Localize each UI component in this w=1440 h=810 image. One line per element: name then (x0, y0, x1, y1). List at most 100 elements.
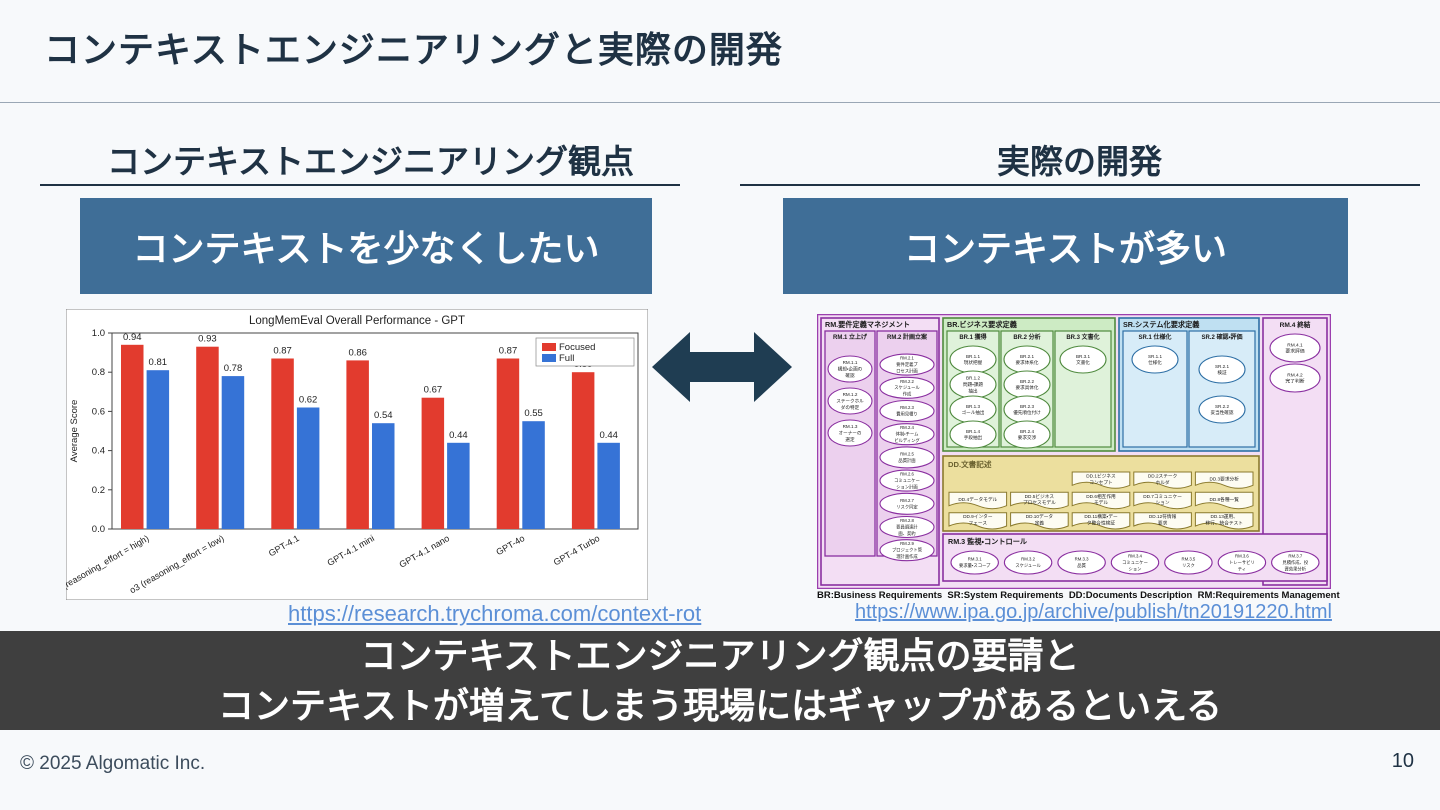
svg-text:0.4: 0.4 (92, 446, 105, 457)
svg-text:DD.13運用、: DD.13運用、 (1211, 513, 1238, 520)
svg-text:要求交渉: 要求交渉 (1018, 434, 1037, 441)
svg-text:RM.3 監視・コントロール: RM.3 監視・コントロール (948, 537, 1028, 546)
svg-text:RM.2.2: RM.2.2 (900, 379, 914, 384)
svg-text:理計画作成: 理計画作成 (896, 553, 918, 560)
svg-text:DD.9インター: DD.9インター (963, 513, 993, 520)
svg-text:検証: 検証 (1217, 369, 1227, 376)
svg-text:費用見積り: 費用見積り (896, 411, 917, 418)
svg-text:0.6: 0.6 (92, 406, 105, 417)
svg-text:コミュニケー: コミュニケー (894, 477, 920, 483)
svg-text:RM.1.1: RM.1.1 (843, 360, 858, 365)
svg-text:RM.2 計画立案: RM.2 計画立案 (887, 333, 928, 341)
svg-text:DD.10データ: DD.10データ (1026, 513, 1054, 520)
svg-text:抽出: 抽出 (968, 387, 978, 394)
svg-text:要求体系化: 要求体系化 (1016, 359, 1039, 366)
svg-text:SR.2 確認・評価: SR.2 確認・評価 (1201, 333, 1242, 341)
svg-text:DD.6相互作用: DD.6相互作用 (1086, 493, 1116, 500)
svg-text:Focused: Focused (559, 342, 595, 353)
svg-text:0.67: 0.67 (424, 385, 443, 396)
svg-text:DD.8各種一覧: DD.8各種一覧 (1209, 496, 1239, 503)
svg-text:Average Score: Average Score (69, 400, 80, 463)
svg-text:DD.1ビジネス: DD.1ビジネス (1086, 473, 1116, 480)
svg-text:0.86: 0.86 (348, 347, 367, 358)
svg-text:確認: 確認 (845, 372, 855, 379)
svg-text:0.0: 0.0 (92, 524, 105, 535)
svg-text:要求: 要求 (1158, 520, 1168, 527)
svg-text:優先順位付け: 優先順位付け (1013, 409, 1041, 416)
svg-text:RM.4.2: RM.4.2 (1287, 372, 1303, 378)
svg-text:SR.システム化要求定義: SR.システム化要求定義 (1123, 320, 1200, 329)
svg-text:SR.2.2: SR.2.2 (1215, 404, 1229, 409)
svg-text:文書化: 文書化 (1076, 359, 1090, 366)
svg-text:手段抽出: 手段抽出 (964, 434, 983, 441)
svg-text:0.87: 0.87 (499, 346, 518, 357)
svg-text:体制・チーム: 体制・チーム (896, 431, 920, 438)
svg-text:ビルディング: ビルディング (894, 437, 920, 444)
svg-text:要求量・スコープ: 要求量・スコープ (959, 562, 991, 569)
svg-text:要求具体化: 要求具体化 (1016, 384, 1039, 391)
svg-text:BR.2 分析: BR.2 分析 (1013, 333, 1040, 341)
svg-text:プロジェクト管: プロジェクト管 (892, 547, 923, 554)
svg-text:現状把握: 現状把握 (964, 359, 983, 366)
svg-text:0.55: 0.55 (524, 408, 543, 419)
svg-text:0.54: 0.54 (374, 410, 393, 421)
svg-text:品質: 品質 (1077, 562, 1086, 569)
svg-text:LongMemEval Overall Performanc: LongMemEval Overall Performance - GPT (249, 315, 465, 327)
svg-text:DD.文書記述: DD.文書記述 (948, 459, 992, 469)
svg-text:選定: 選定 (845, 436, 855, 443)
svg-text:RM.2.1: RM.2.1 (900, 356, 914, 361)
svg-text:要員調達計: 要員調達計 (896, 523, 918, 530)
svg-text:RM.3.1: RM.3.1 (968, 557, 982, 562)
svg-text:0.8: 0.8 (92, 367, 105, 378)
svg-text:RM.1 立上げ: RM.1 立上げ (833, 333, 868, 341)
svg-text:BR.1.4: BR.1.4 (966, 429, 980, 434)
svg-text:完了判断: 完了判断 (1285, 378, 1304, 385)
svg-text:RM.3.7: RM.3.7 (1288, 554, 1302, 559)
svg-text:0.81: 0.81 (149, 357, 168, 368)
svg-text:RM.2.9: RM.2.9 (900, 541, 914, 546)
svg-text:スケジュール: スケジュール (894, 384, 920, 390)
svg-text:RM.3.2: RM.3.2 (1021, 557, 1035, 562)
svg-text:要件定義プ: 要件定義プ (896, 361, 918, 368)
svg-text:BR.1.3: BR.1.3 (966, 404, 980, 409)
svg-text:BR.1.1: BR.1.1 (966, 354, 980, 359)
svg-text:ション計画: ション計画 (896, 483, 918, 490)
svg-text:BR.3 文書化: BR.3 文書化 (1066, 333, 1099, 341)
svg-text:SR.2.1: SR.2.1 (1215, 364, 1229, 369)
svg-text:RM.1.2: RM.1.2 (843, 392, 858, 397)
svg-text:コミュニケー: コミュニケー (1122, 559, 1148, 565)
svg-text:定義: 定義 (1035, 520, 1045, 527)
svg-text:要求評価: 要求評価 (1285, 348, 1304, 355)
svg-text:BR.3.1: BR.3.1 (1076, 354, 1090, 359)
svg-text:仕様化: 仕様化 (1148, 359, 1162, 366)
svg-text:RM.1.3: RM.1.3 (843, 424, 858, 429)
svg-text:0.87: 0.87 (273, 346, 292, 357)
svg-text:BR.2.2: BR.2.2 (1020, 379, 1034, 384)
svg-text:BR.2.4: BR.2.4 (1020, 429, 1034, 434)
svg-text:タ整合性検証: タ整合性検証 (1087, 520, 1115, 527)
svg-text:BR.2.1: BR.2.1 (1020, 354, 1034, 359)
svg-text:妥当性確認: 妥当性確認 (1211, 409, 1234, 416)
svg-text:プロセスモデル: プロセスモデル (1023, 499, 1056, 506)
svg-text:ゴール抽出: ゴール抽出 (962, 409, 985, 416)
svg-text:0.94: 0.94 (123, 332, 142, 343)
svg-text:BR.2.3: BR.2.3 (1020, 404, 1034, 409)
svg-text:モデル: モデル (1094, 499, 1108, 506)
svg-text:ロセス計画: ロセス計画 (896, 367, 918, 374)
svg-text:SR.1.1: SR.1.1 (1148, 354, 1162, 359)
svg-text:0.93: 0.93 (198, 334, 217, 345)
svg-text:RM.2.5: RM.2.5 (900, 452, 914, 457)
svg-text:RM.要件定義マネジメント: RM.要件定義マネジメント (825, 320, 910, 329)
svg-text:BR.ビジネス要求定義: BR.ビジネス要求定義 (947, 320, 1018, 329)
svg-text:移行、統合テスト: 移行、統合テスト (1205, 520, 1243, 527)
svg-text:資効果分析: 資効果分析 (1285, 565, 1307, 572)
svg-text:RM.2.4: RM.2.4 (900, 425, 914, 430)
svg-text:SR.1 仕様化: SR.1 仕様化 (1138, 333, 1171, 341)
svg-text:作成: 作成 (903, 391, 912, 398)
svg-text:Full: Full (559, 353, 574, 364)
svg-text:RM.2.3: RM.2.3 (900, 405, 914, 410)
svg-text:RM.2.7: RM.2.7 (900, 498, 914, 503)
svg-text:RM.2.8: RM.2.8 (900, 518, 914, 523)
svg-text:1.0: 1.0 (92, 328, 105, 339)
svg-text:0.44: 0.44 (449, 430, 468, 441)
